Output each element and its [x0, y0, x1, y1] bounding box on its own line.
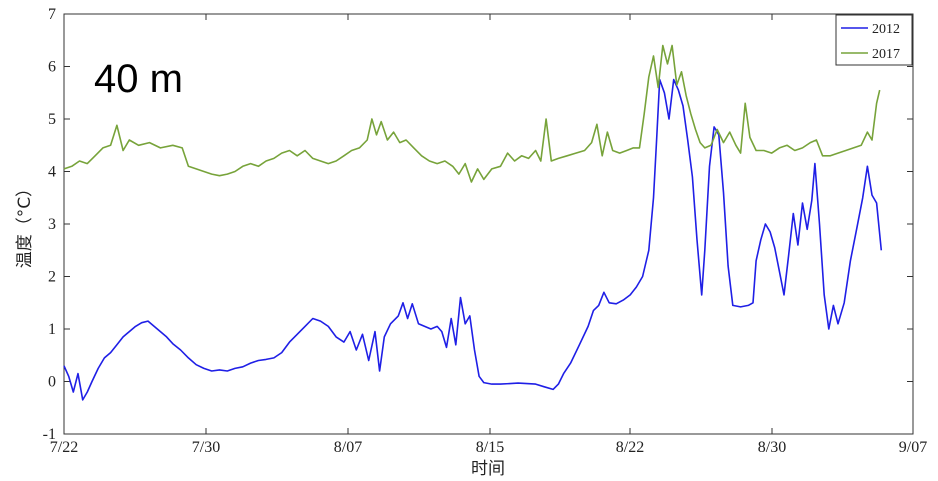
- y-tick-label: 7: [48, 6, 56, 23]
- series-line-2012: [63, 78, 883, 401]
- x-tick-label: 7/22: [50, 439, 78, 456]
- legend-label-2012: 2012: [872, 22, 900, 37]
- series-line-2017: [63, 44, 881, 183]
- y-tick-label: 4: [48, 164, 56, 181]
- y-tick-label: -1: [43, 426, 56, 443]
- y-tick-label: 3: [48, 216, 56, 233]
- series-layer: [63, 44, 883, 401]
- y-tick-label: 2: [48, 269, 56, 286]
- legend-label-2017: 2017: [872, 47, 900, 62]
- x-axis-label: 时间: [471, 459, 505, 479]
- y-axis-ticks: -1 0 1 2 3 4 5 6 7: [43, 6, 913, 443]
- y-tick-label: 5: [48, 111, 56, 128]
- legend: 2012 2017: [835, 14, 913, 66]
- y-axis-label: 温度（°C）: [15, 180, 35, 268]
- legend-box: [835, 14, 913, 66]
- y-tick-label: 1: [48, 321, 56, 338]
- depth-annotation: 40 m: [94, 57, 183, 101]
- y-tick-label: 0: [48, 374, 56, 391]
- x-tick-label: 8/22: [616, 439, 644, 456]
- x-tick-label: 9/07: [899, 439, 927, 456]
- x-tick-label: 8/07: [334, 439, 362, 456]
- x-axis-ticks: 7/22 7/30 8/07 8/15 8/22 8/30 9/07: [50, 14, 927, 456]
- x-tick-label: 8/15: [476, 439, 504, 456]
- x-tick-label: 8/30: [758, 439, 786, 456]
- plot-area: [63, 13, 914, 435]
- y-tick-label: 6: [48, 59, 56, 76]
- x-tick-label: 7/30: [192, 439, 220, 456]
